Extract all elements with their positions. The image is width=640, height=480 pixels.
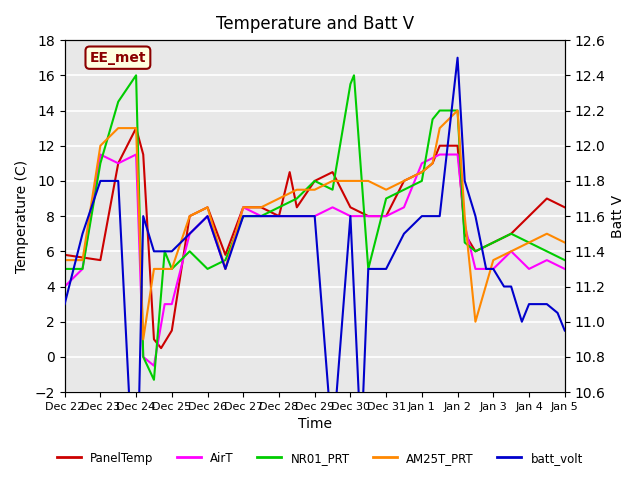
X-axis label: Time: Time bbox=[298, 418, 332, 432]
Text: EE_met: EE_met bbox=[90, 51, 146, 65]
Title: Temperature and Batt V: Temperature and Batt V bbox=[216, 15, 413, 33]
Y-axis label: Batt V: Batt V bbox=[611, 194, 625, 238]
Y-axis label: Temperature (C): Temperature (C) bbox=[15, 159, 29, 273]
Legend: PanelTemp, AirT, NR01_PRT, AM25T_PRT, batt_volt: PanelTemp, AirT, NR01_PRT, AM25T_PRT, ba… bbox=[52, 447, 588, 469]
